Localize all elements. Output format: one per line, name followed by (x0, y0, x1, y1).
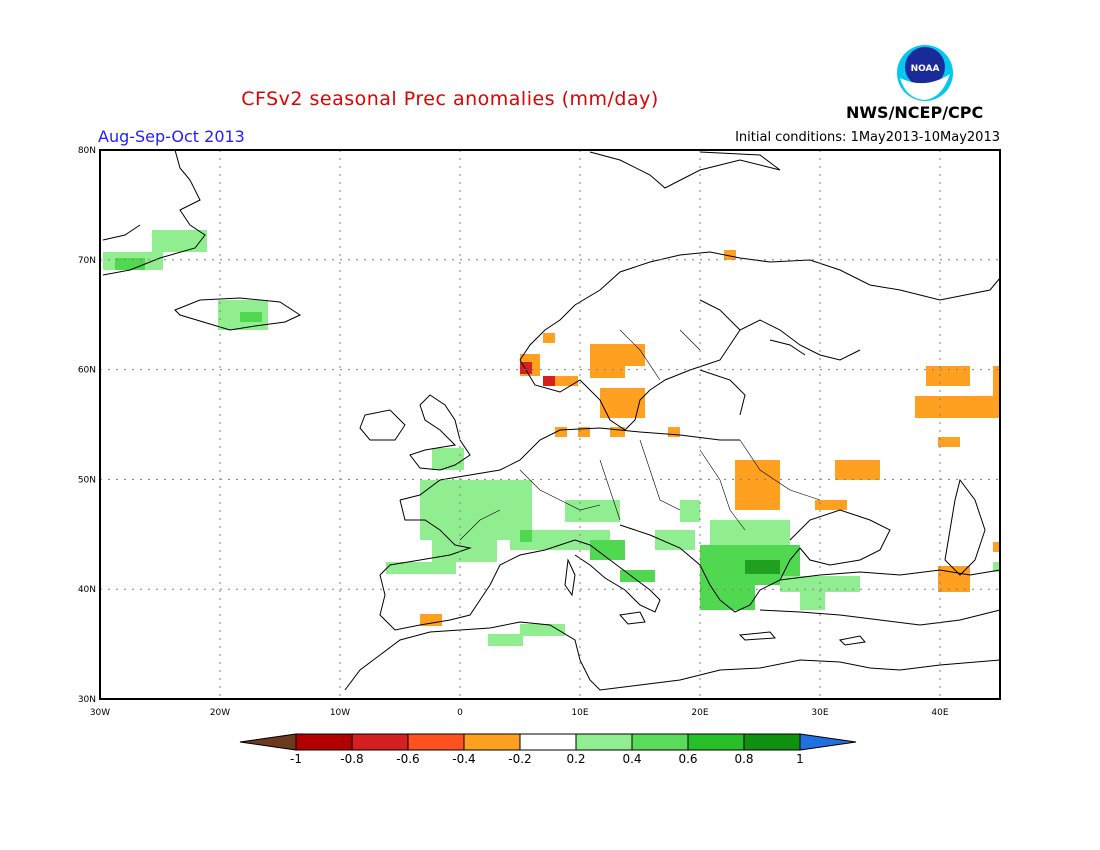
anomaly-cell (724, 250, 736, 260)
anomaly-cell (680, 500, 700, 522)
anomaly-cells (103, 230, 1001, 646)
anomaly-cell (993, 542, 1001, 552)
lon-tick-label: 0 (457, 708, 463, 718)
colorbar-box (519, 733, 577, 751)
anomaly-cell (520, 530, 532, 542)
anomaly-cell (432, 448, 464, 470)
graticule (100, 150, 1000, 699)
colorbar-left-arrow (239, 733, 297, 751)
season-label: Aug-Sep-Oct 2013 (98, 127, 245, 146)
anomaly-cell (745, 560, 780, 574)
lat-tick-label: 80N (78, 146, 96, 156)
lat-tick-label: 60N (78, 366, 96, 376)
anomaly-cell (926, 366, 970, 386)
anomaly-cell (735, 460, 780, 510)
anomaly-cell (590, 540, 625, 560)
colorbar-label: -1 (290, 752, 302, 766)
longitude-labels: 30W 20W 10W 0 10E 20E 30E 40E (90, 708, 949, 718)
anomaly-cell (543, 376, 555, 386)
anomaly-cell (815, 500, 847, 510)
colorbar-label: 0.6 (678, 752, 697, 766)
colorbar-label: 0.8 (734, 752, 753, 766)
lat-tick-label: 30N (78, 695, 96, 705)
colorbar-label: 0.4 (622, 752, 641, 766)
lon-tick-label: 40E (931, 708, 948, 718)
anomaly-cell (578, 427, 590, 437)
colorbar-label: -0.8 (340, 752, 363, 766)
colorbar-label: -0.6 (396, 752, 419, 766)
initial-conditions-label: Initial conditions: 1May2013-10May2013 (735, 130, 1000, 145)
colorbar-label: 0.2 (566, 752, 585, 766)
anomaly-cell (590, 366, 625, 378)
anomaly-cell (543, 333, 555, 343)
anomaly-cell (152, 230, 207, 252)
lon-tick-label: 20W (210, 708, 230, 718)
colorbar: -1 -0.8 -0.6 -0.4 -0.2 0.2 0.4 0.6 0.8 1 (239, 733, 857, 766)
colorbar-box (743, 733, 801, 751)
anomaly-cell (915, 396, 1000, 418)
agency-label: NWS/NCEP/CPC (846, 103, 984, 122)
anomaly-cell (600, 388, 645, 418)
anomaly-cell (993, 366, 1001, 396)
colorbar-label: -0.4 (452, 752, 475, 766)
noaa-logo-icon: NOAA (897, 45, 953, 101)
colorbar-right-arrow (799, 733, 857, 751)
anomaly-cell (386, 562, 456, 574)
colorbar-box (407, 733, 465, 751)
anomaly-cell (700, 580, 755, 610)
colorbar-box (687, 733, 745, 751)
anomaly-cell (835, 460, 880, 480)
colorbar-label: -0.2 (508, 752, 531, 766)
lon-tick-label: 20E (691, 708, 708, 718)
colorbar-box (351, 733, 409, 751)
anomaly-cell (555, 427, 567, 437)
anomaly-cell (543, 376, 578, 386)
colorbar-box (295, 733, 353, 751)
anomaly-cell (432, 540, 497, 562)
anomaly-cell (620, 570, 655, 582)
anomaly-cell (800, 590, 825, 610)
lon-tick-label: 30E (811, 708, 828, 718)
colorbar-box (463, 733, 521, 751)
latitude-labels: 30N 40N 50N 60N 70N 80N (78, 146, 96, 705)
chart-title: CFSv2 seasonal Prec anomalies (mm/day) (241, 88, 659, 110)
lat-tick-label: 40N (78, 585, 96, 595)
colorbar-label: 1 (796, 752, 804, 766)
coastlines (102, 149, 1001, 691)
lon-tick-label: 10E (571, 708, 588, 718)
anomaly-cell (565, 500, 620, 522)
colorbar-box (631, 733, 689, 751)
lat-tick-label: 50N (78, 475, 96, 485)
anomaly-cell (590, 344, 645, 366)
anomaly-cell (993, 562, 1001, 572)
lon-tick-label: 10W (330, 708, 350, 718)
anomaly-cell (420, 614, 442, 626)
anomaly-cell (668, 427, 680, 437)
anomaly-cell (240, 312, 262, 322)
anomaly-cell (610, 427, 625, 437)
anomaly-cell (488, 634, 523, 646)
map-frame (99, 149, 1001, 700)
lat-tick-label: 70N (78, 256, 96, 266)
colorbar-box (575, 733, 633, 751)
anomaly-cell (938, 437, 960, 447)
lon-tick-label: 30W (90, 708, 110, 718)
anomaly-cell (655, 530, 695, 550)
logo-text: NOAA (911, 64, 940, 74)
anomaly-cell (510, 530, 610, 550)
